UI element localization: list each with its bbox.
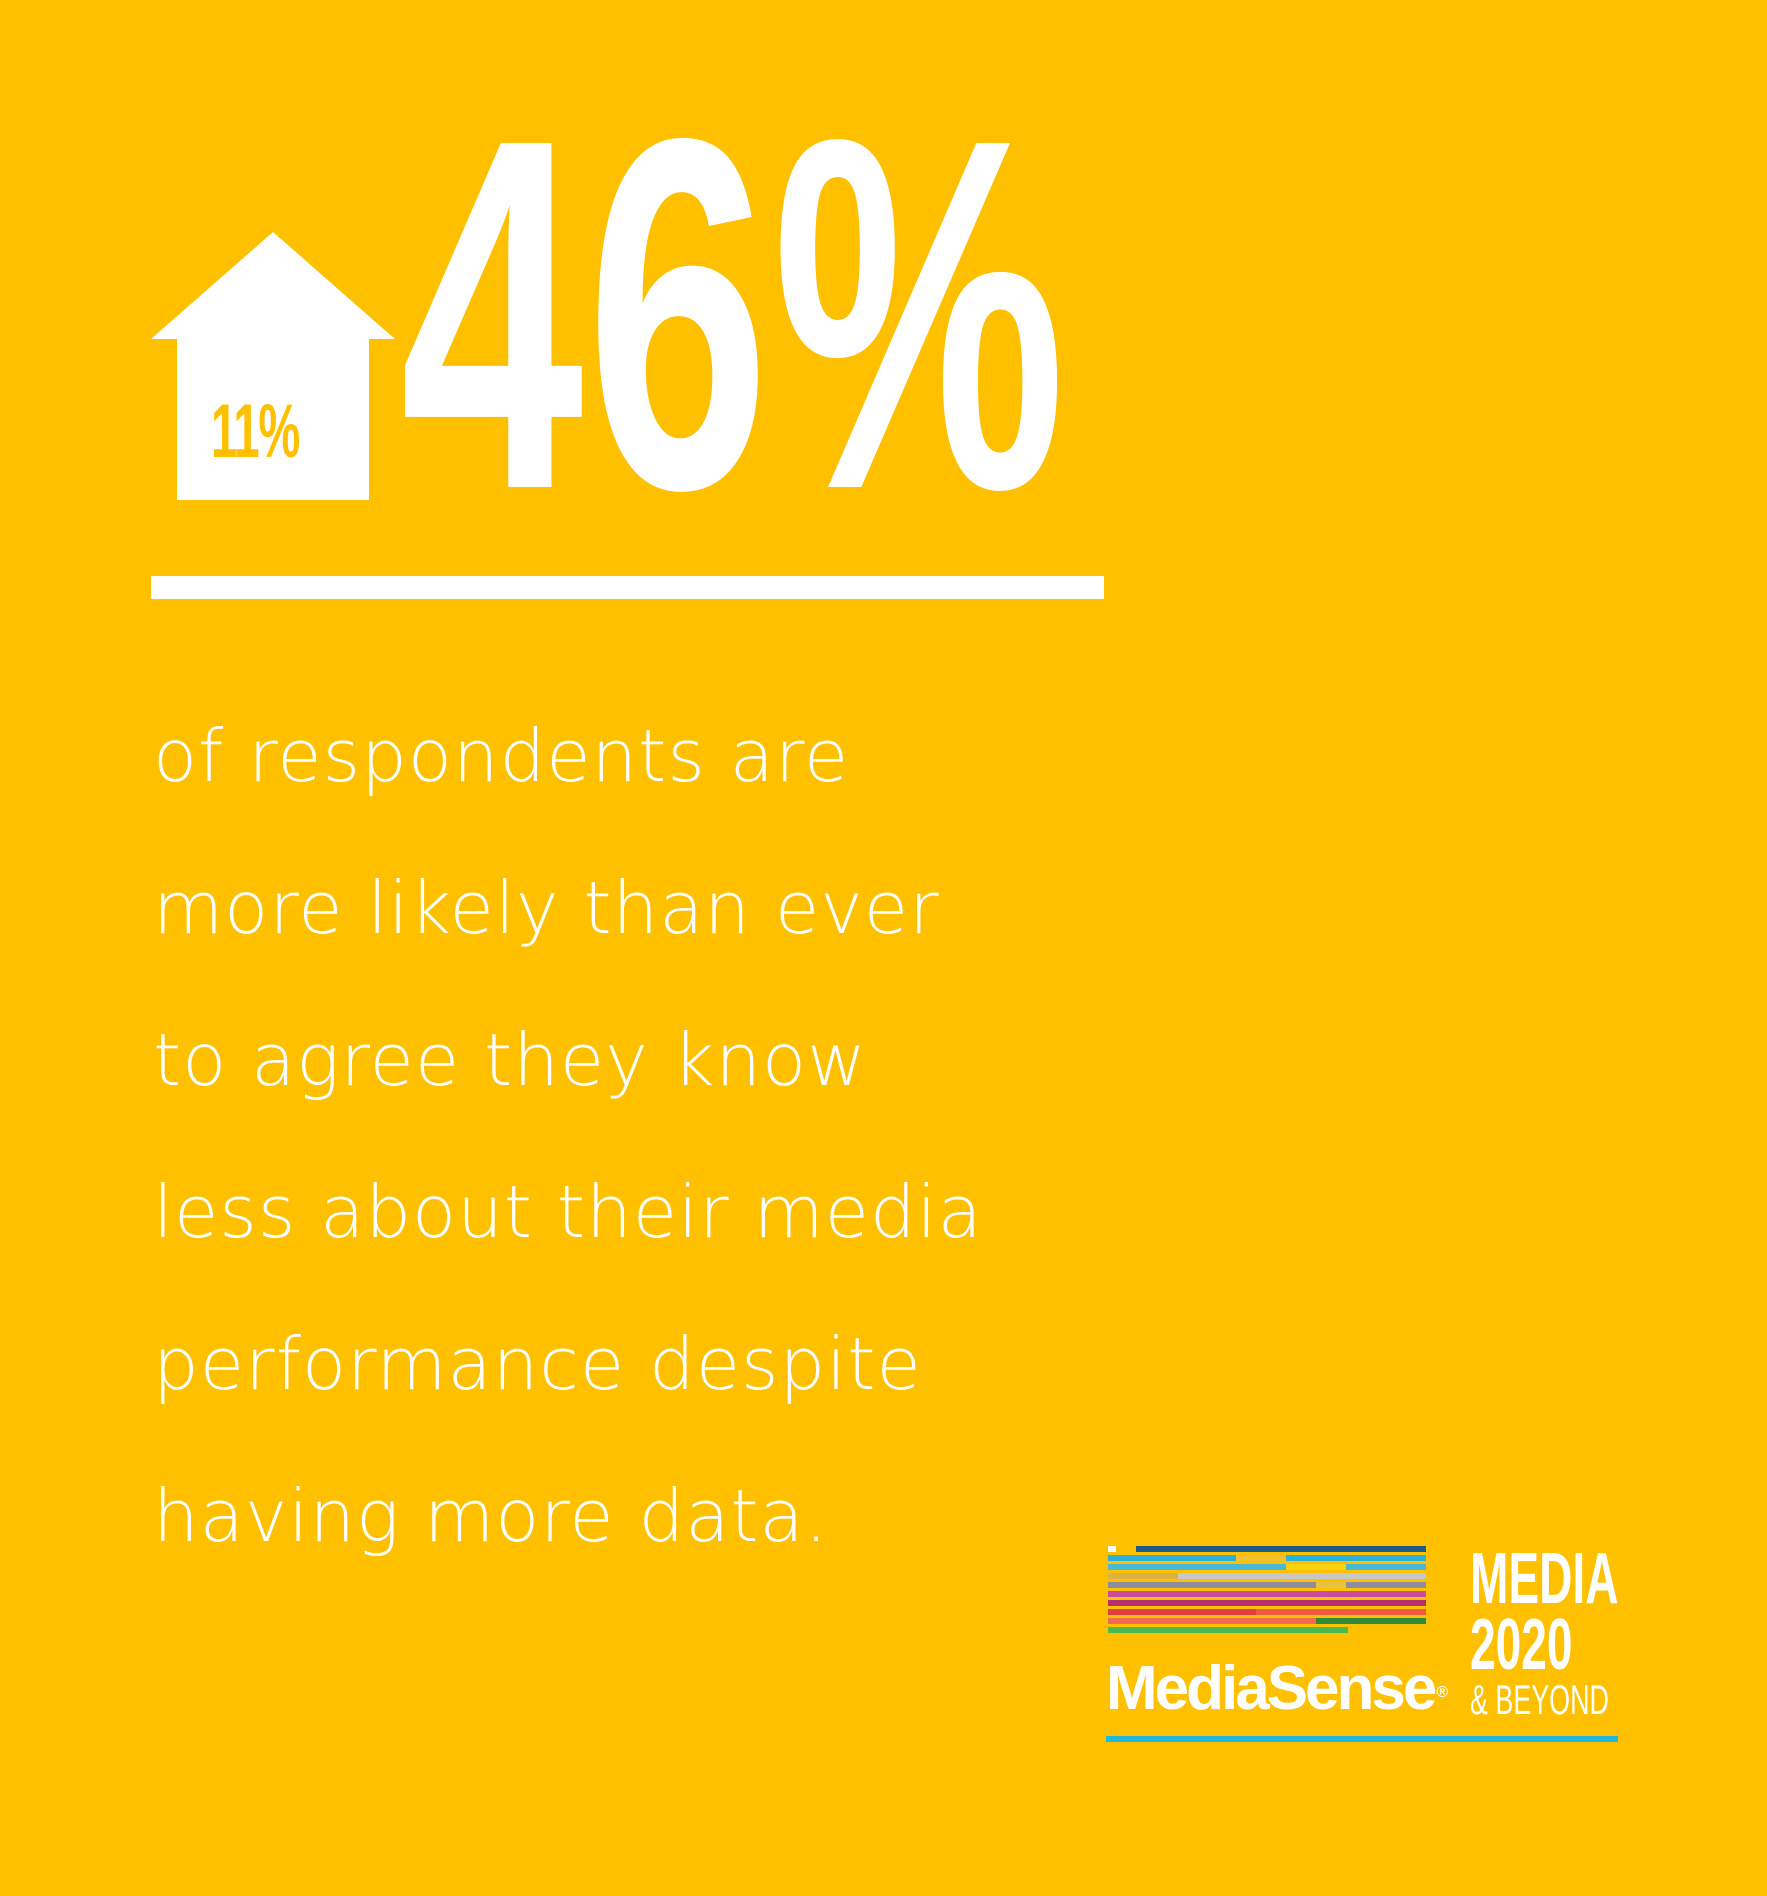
brand-wordmark: MediaSense ® [1106,1654,1448,1724]
brand-name: MediaSense [1106,1654,1437,1723]
divider-rule [151,576,1104,599]
description-line: performance despite [153,1322,922,1406]
media-2020-badge: MEDIA 2020 & BEYOND [1470,1539,1619,1726]
headline-percentage: 46% [400,34,1069,593]
description-line: more likely than ever [153,866,940,950]
house-icon: 11% [151,232,395,500]
description-line: of respondents are [153,714,850,798]
badge-line-beyond: & BEYOND [1470,1676,1609,1723]
registered-mark: ® [1436,1684,1449,1701]
logo-bars-graphic [1106,1546,1430,1638]
badge-line-year: 2020 [1470,1605,1573,1685]
logo-underline [1106,1736,1618,1742]
description-line: having more data. [153,1474,829,1558]
description-line: less about their media [153,1170,983,1254]
description-text: of respondents are more likely than ever… [153,680,1153,1592]
badge-line-media: MEDIA [1470,1539,1619,1619]
description-line: to agree they know [153,1018,867,1102]
house-stat-value: 11% [211,389,300,474]
mediasense-logo: MediaSense ® MEDIA 2020 & BEYOND [1106,1539,1619,1746]
